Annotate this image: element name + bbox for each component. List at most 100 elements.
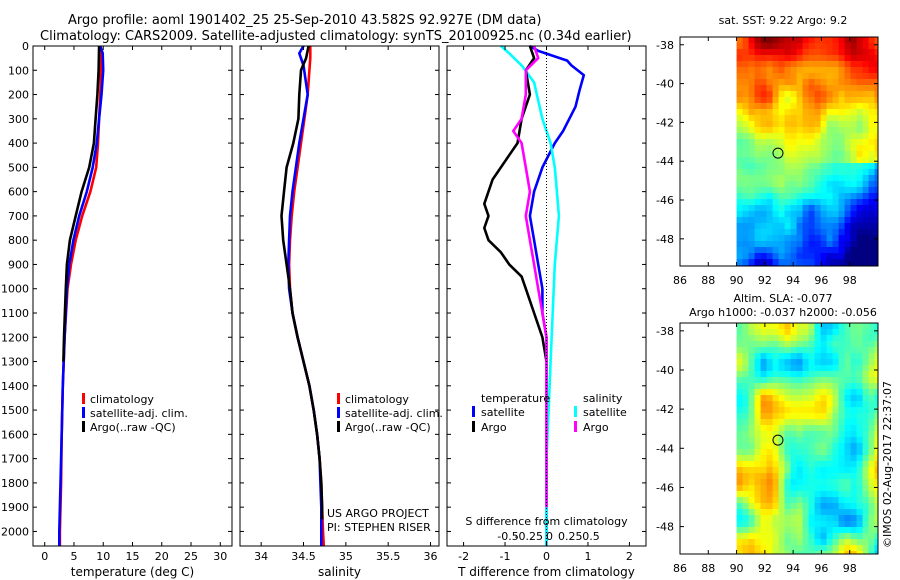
map-cell bbox=[826, 49, 834, 56]
map-cell bbox=[796, 163, 804, 170]
map-cell bbox=[766, 497, 774, 504]
map-cell bbox=[736, 151, 744, 158]
map-cell bbox=[826, 97, 834, 104]
map-cell bbox=[736, 419, 744, 426]
map-cell bbox=[838, 449, 846, 456]
map-cell bbox=[748, 235, 756, 242]
map-cell bbox=[748, 455, 756, 462]
map-cell bbox=[832, 211, 840, 218]
map-cell bbox=[808, 55, 816, 62]
map-cell bbox=[856, 449, 864, 456]
map-cell bbox=[802, 485, 810, 492]
map-cell bbox=[760, 521, 768, 528]
depth-tick-label: 1700 bbox=[1, 453, 29, 466]
map-cell bbox=[796, 353, 804, 360]
differences-xlabel: T difference from climatology bbox=[457, 565, 635, 579]
map-cell bbox=[844, 163, 852, 170]
map-cell bbox=[844, 431, 852, 438]
map-cell bbox=[754, 479, 762, 486]
map-cell bbox=[802, 37, 810, 44]
map-cell bbox=[844, 79, 852, 86]
sla-map-lat-label: -42 bbox=[656, 403, 674, 416]
differences-xtick-label: 2 bbox=[626, 550, 633, 563]
map-cell bbox=[820, 91, 828, 98]
map-cell bbox=[754, 407, 762, 414]
sla-map-lon-label: 96 bbox=[814, 562, 828, 575]
map-cell bbox=[826, 67, 834, 74]
map-cell bbox=[784, 121, 792, 128]
map-cell bbox=[754, 121, 762, 128]
map-cell bbox=[784, 37, 792, 44]
map-cell bbox=[826, 395, 834, 402]
map-cell bbox=[820, 67, 828, 74]
map-cell bbox=[826, 187, 834, 194]
map-cell bbox=[736, 109, 744, 116]
map-cell bbox=[754, 133, 762, 140]
map-cell bbox=[760, 61, 768, 68]
map-cell bbox=[844, 521, 852, 528]
map-cell bbox=[760, 503, 768, 510]
map-cell bbox=[820, 193, 828, 200]
map-cell bbox=[790, 61, 798, 68]
map-cell bbox=[742, 217, 750, 224]
map-cell bbox=[790, 247, 798, 254]
map-cell bbox=[802, 151, 810, 158]
map-cell bbox=[844, 443, 852, 450]
map-cell bbox=[790, 485, 798, 492]
map-cell bbox=[850, 199, 858, 206]
map-cell bbox=[802, 521, 810, 528]
map-cell bbox=[850, 545, 858, 552]
map-cell bbox=[802, 425, 810, 432]
map-cell bbox=[850, 347, 858, 354]
map-cell bbox=[862, 217, 870, 224]
map-cell bbox=[844, 371, 852, 378]
map-cell bbox=[826, 521, 834, 528]
map-cell bbox=[766, 503, 774, 510]
map-cell bbox=[850, 229, 858, 236]
map-cell bbox=[748, 211, 756, 218]
map-cell bbox=[796, 341, 804, 348]
map-cell bbox=[808, 169, 816, 176]
map-cell bbox=[868, 419, 876, 426]
map-cell bbox=[868, 109, 876, 116]
map-cell bbox=[784, 85, 792, 92]
sst-map-lon-label: 88 bbox=[701, 274, 715, 287]
map-cell bbox=[808, 353, 816, 360]
legend-label: climatology bbox=[345, 393, 409, 406]
map-cell bbox=[748, 151, 756, 158]
map-cell bbox=[850, 455, 858, 462]
map-cell bbox=[844, 145, 852, 152]
map-cell bbox=[850, 61, 858, 68]
map-cell bbox=[778, 329, 786, 336]
map-cell bbox=[832, 329, 840, 336]
map-cell bbox=[772, 503, 780, 510]
map-cell bbox=[802, 455, 810, 462]
map-cell bbox=[820, 545, 828, 552]
map-cell bbox=[778, 61, 786, 68]
map-cell bbox=[790, 407, 798, 414]
map-cell bbox=[742, 431, 750, 438]
map-cell bbox=[820, 259, 828, 266]
map-cell bbox=[838, 187, 846, 194]
differences-xtick-label: -1 bbox=[500, 550, 511, 563]
map-cell bbox=[796, 473, 804, 480]
map-cell bbox=[802, 437, 810, 444]
map-cell bbox=[868, 259, 876, 266]
map-cell bbox=[862, 437, 870, 444]
map-cell bbox=[736, 241, 744, 248]
map-cell bbox=[760, 217, 768, 224]
map-cell bbox=[742, 467, 750, 474]
map-cell bbox=[862, 359, 870, 366]
map-cell bbox=[760, 151, 768, 158]
map-cell bbox=[754, 485, 762, 492]
map-cell bbox=[778, 413, 786, 420]
map-cell bbox=[874, 55, 878, 62]
map-cell bbox=[874, 193, 878, 200]
map-cell bbox=[754, 515, 762, 522]
depth-tick-label: 1400 bbox=[1, 380, 29, 393]
map-cell bbox=[784, 91, 792, 98]
map-cell bbox=[772, 181, 780, 188]
map-cell bbox=[772, 545, 780, 552]
map-cell bbox=[772, 67, 780, 74]
map-cell bbox=[832, 73, 840, 80]
